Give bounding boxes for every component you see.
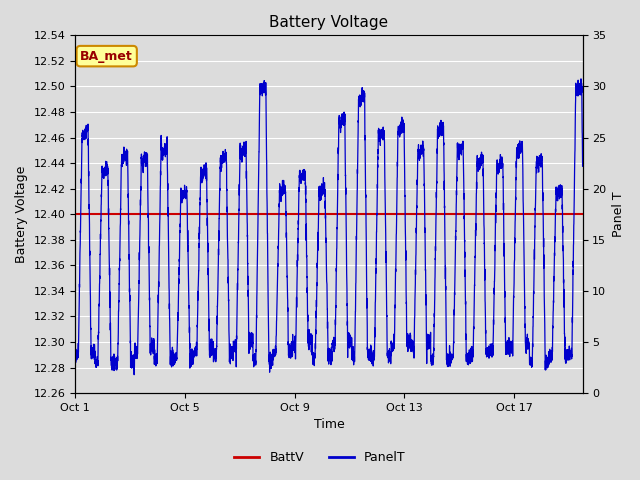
- Legend: BattV, PanelT: BattV, PanelT: [229, 446, 411, 469]
- Title: Battery Voltage: Battery Voltage: [269, 15, 388, 30]
- Y-axis label: Battery Voltage: Battery Voltage: [15, 166, 28, 263]
- Text: BA_met: BA_met: [81, 49, 133, 63]
- X-axis label: Time: Time: [314, 419, 344, 432]
- Y-axis label: Panel T: Panel T: [612, 192, 625, 237]
